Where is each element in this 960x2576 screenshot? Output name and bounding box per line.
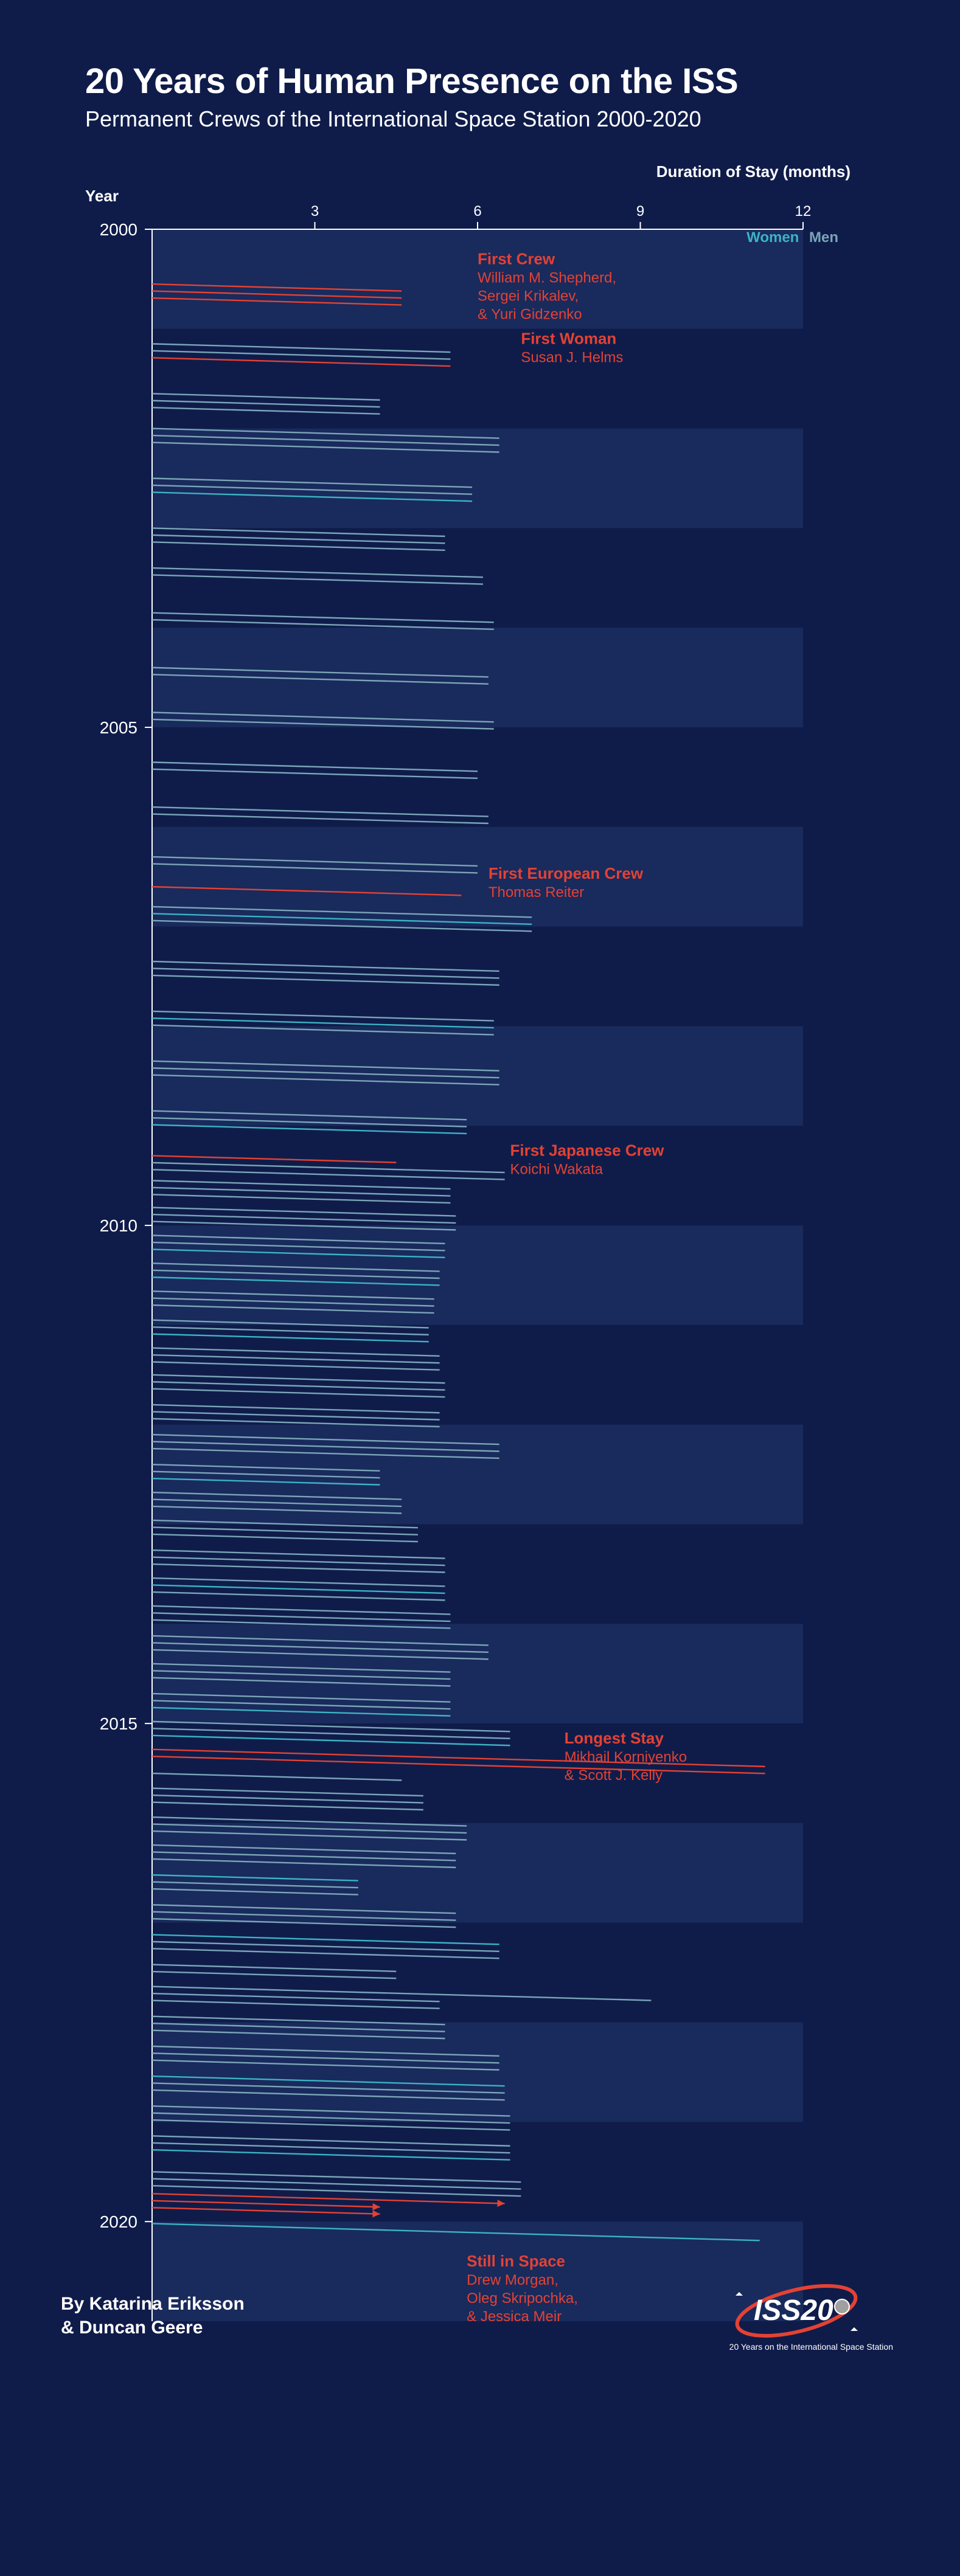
svg-text:Koichi Wakata: Koichi Wakata xyxy=(510,1161,603,1177)
svg-text:12: 12 xyxy=(795,203,812,220)
legend-women: Women xyxy=(746,229,799,246)
svg-text:First Crew: First Crew xyxy=(478,249,555,268)
svg-text:2020: 2020 xyxy=(100,2212,137,2231)
svg-text:First European Crew: First European Crew xyxy=(489,864,644,882)
legend-men: Men xyxy=(809,229,838,246)
svg-text:Oleg Skripochka,: Oleg Skripochka, xyxy=(467,2290,578,2307)
svg-text:First Japanese Crew: First Japanese Crew xyxy=(510,1141,665,1159)
svg-text:Longest Stay: Longest Stay xyxy=(565,1729,664,1747)
logo: ISS20 20 Years on the International Spac… xyxy=(729,2277,893,2352)
iss-logo-icon: ISS20 xyxy=(729,2277,863,2338)
svg-text:Still in Space: Still in Space xyxy=(467,2252,565,2270)
credit-line-1: By Katarina Eriksson xyxy=(61,2292,245,2316)
svg-text:2015: 2015 xyxy=(100,1714,137,1733)
svg-text:& Yuri Gidzenko: & Yuri Gidzenko xyxy=(478,306,582,322)
chart-svg: 3 6 9 12 2000 2005 2010 2015 2020 First CrewWilli… xyxy=(85,193,815,2333)
svg-text:2005: 2005 xyxy=(100,718,137,737)
svg-text:ISS20: ISS20 xyxy=(754,2294,833,2327)
svg-text:9: 9 xyxy=(636,203,644,220)
page-subtitle: Permanent Crews of the International Spa… xyxy=(85,106,875,132)
chart-wrap: Duration of Stay (months) Year Women Men… xyxy=(85,193,875,2333)
credit-line-2: & Duncan Geere xyxy=(61,2316,245,2339)
svg-text:Thomas Reiter: Thomas Reiter xyxy=(489,884,584,901)
page-title: 20 Years of Human Presence on the ISS xyxy=(85,61,875,102)
infographic-container: 20 Years of Human Presence on the ISS Pe… xyxy=(0,0,960,2382)
y-axis-title: Year xyxy=(85,187,119,206)
svg-text:First Woman: First Woman xyxy=(521,329,616,347)
svg-text:6: 6 xyxy=(473,203,481,220)
svg-text:& Jessica Meir: & Jessica Meir xyxy=(467,2308,562,2325)
svg-text:Susan J. Helms: Susan J. Helms xyxy=(521,349,623,365)
svg-text:Sergei Krikalev,: Sergei Krikalev, xyxy=(478,288,579,304)
credits: By Katarina Eriksson & Duncan Geere xyxy=(61,2292,245,2339)
svg-text:Drew Morgan,: Drew Morgan, xyxy=(467,2272,558,2288)
svg-text:2000: 2000 xyxy=(100,220,137,239)
x-axis-title: Duration of Stay (months) xyxy=(656,162,850,181)
svg-text:2010: 2010 xyxy=(100,1216,137,1235)
legend: Women Men xyxy=(746,229,838,246)
logo-sub: 20 Years on the International Space Stat… xyxy=(729,2342,893,2352)
svg-text:3: 3 xyxy=(311,203,319,220)
svg-text:& Scott J. Kelly: & Scott J. Kelly xyxy=(565,1767,663,1784)
svg-text:William M. Shepherd,: William M. Shepherd, xyxy=(478,269,616,286)
svg-text:Mikhail Korniyenko: Mikhail Korniyenko xyxy=(565,1749,687,1765)
